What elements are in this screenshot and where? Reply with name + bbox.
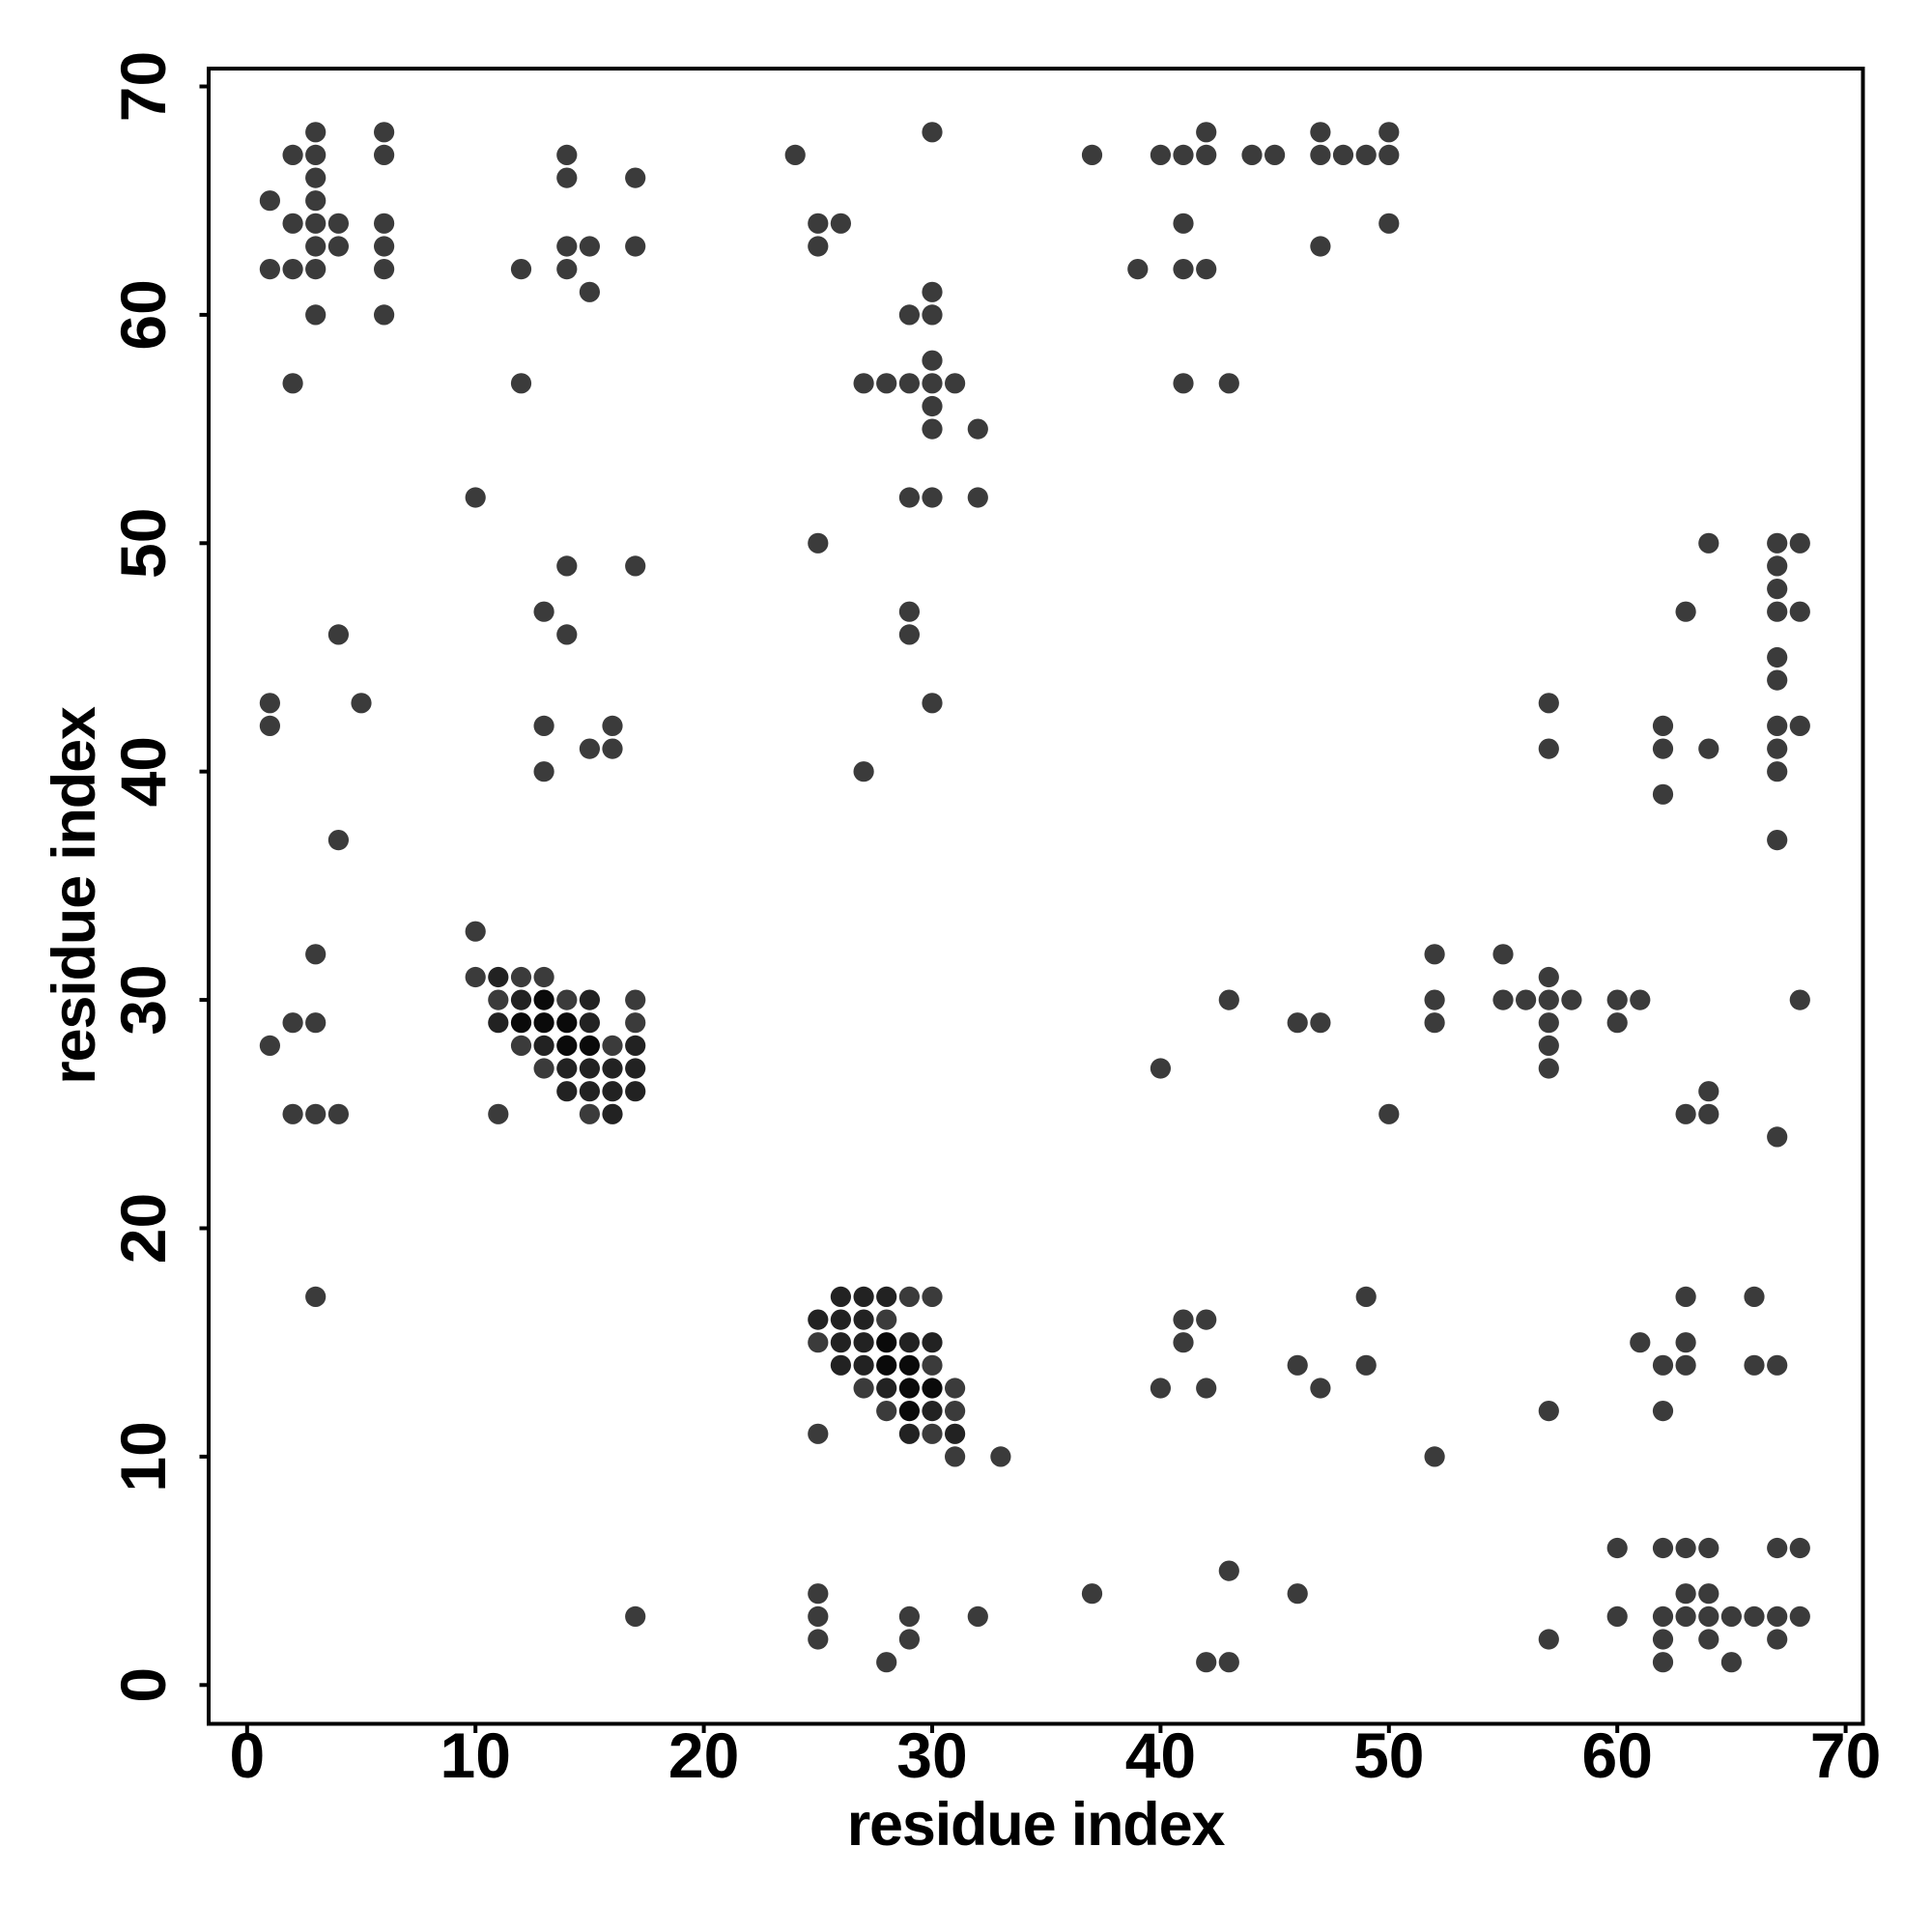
- svg-text:70: 70: [1810, 1719, 1881, 1791]
- svg-text:70: 70: [107, 51, 179, 122]
- svg-text:60: 60: [1581, 1719, 1652, 1791]
- svg-text:50: 50: [1353, 1719, 1424, 1791]
- svg-text:60: 60: [107, 279, 179, 350]
- svg-text:40: 40: [107, 736, 179, 807]
- svg-text:residue index: residue index: [847, 1791, 1226, 1859]
- svg-text:50: 50: [107, 508, 179, 579]
- svg-text:0: 0: [107, 1667, 179, 1703]
- svg-text:10: 10: [440, 1719, 510, 1791]
- svg-text:30: 30: [896, 1719, 967, 1791]
- svg-text:40: 40: [1125, 1719, 1196, 1791]
- svg-text:30: 30: [107, 964, 179, 1035]
- svg-text:0: 0: [229, 1719, 265, 1791]
- svg-text:20: 20: [668, 1719, 739, 1791]
- svg-text:20: 20: [107, 1193, 179, 1264]
- svg-text:10: 10: [107, 1421, 179, 1492]
- svg-text:residue index: residue index: [41, 706, 108, 1085]
